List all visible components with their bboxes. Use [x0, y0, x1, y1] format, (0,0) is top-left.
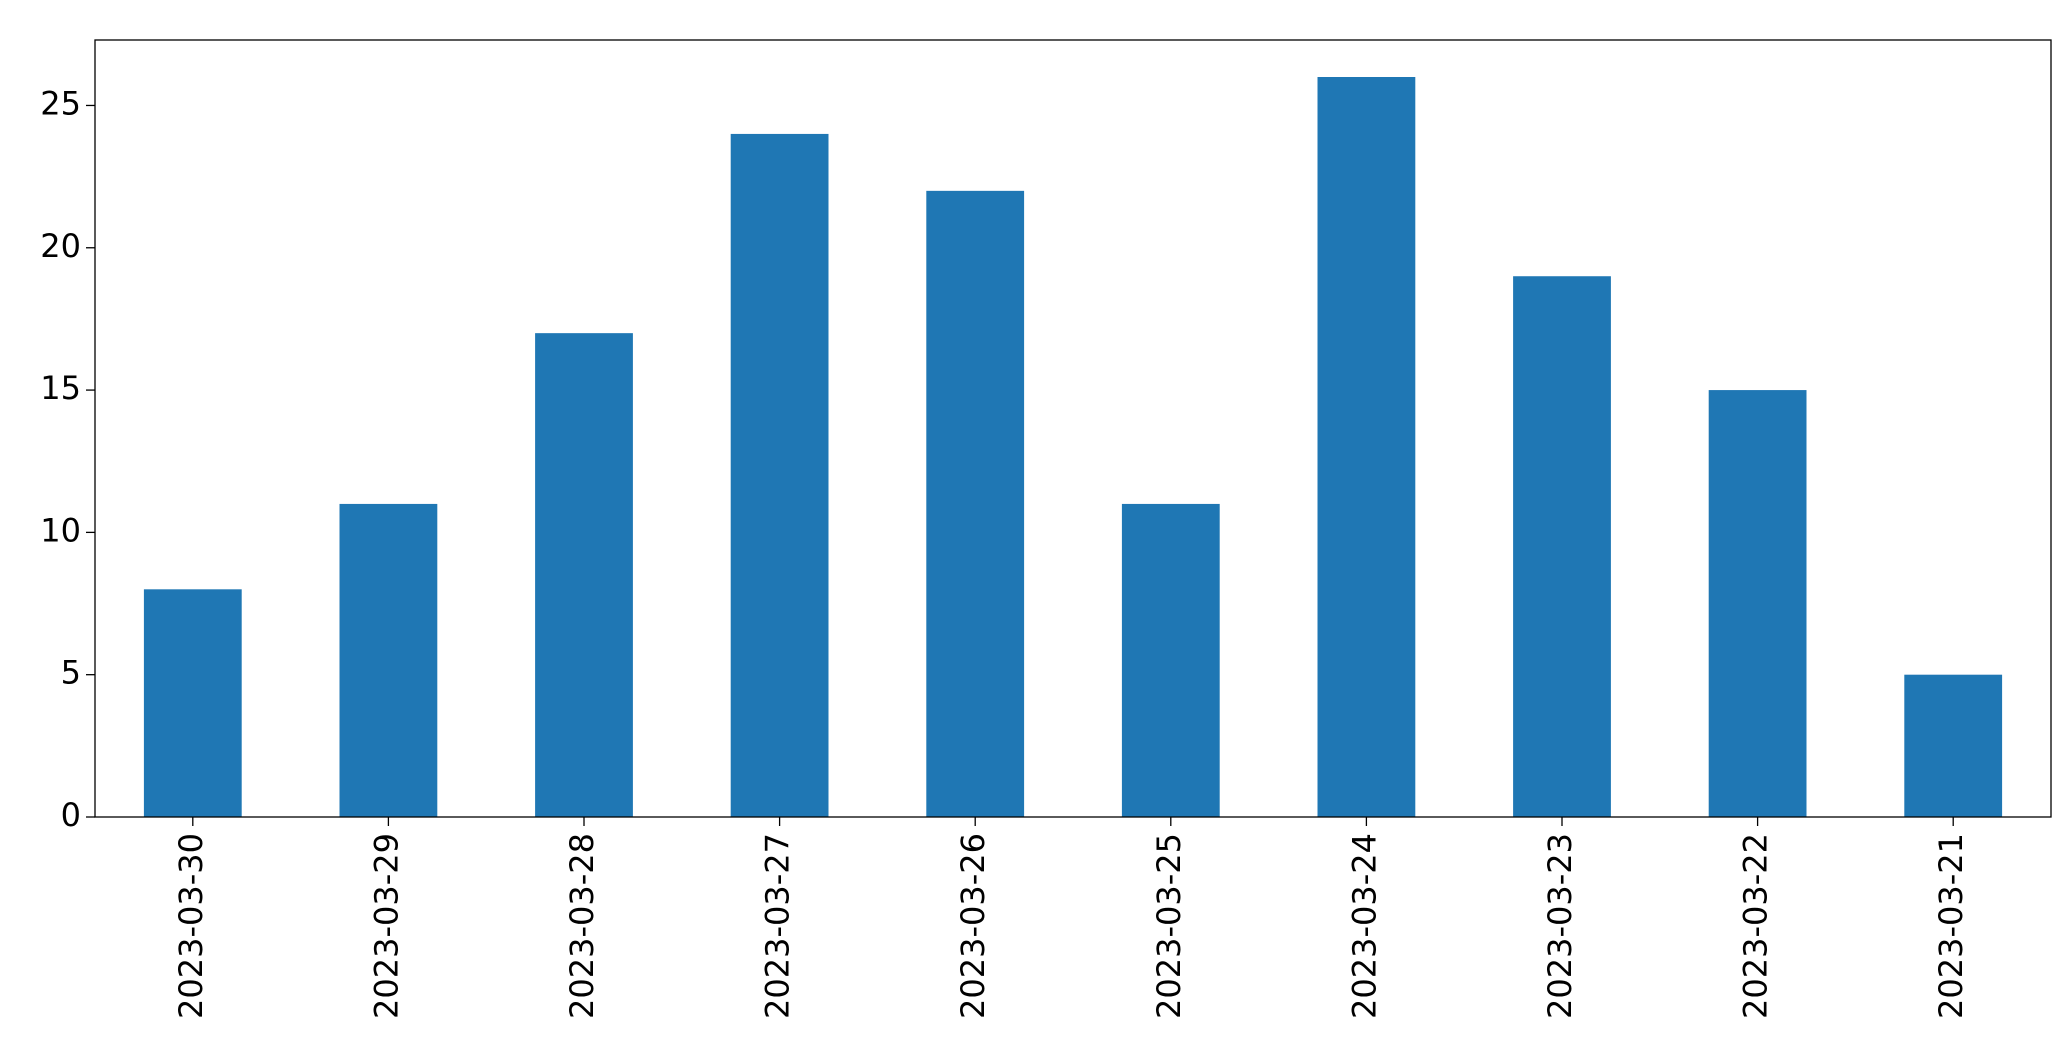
- bar: [339, 503, 438, 817]
- x-tick-label: 2023-03-28: [563, 833, 601, 1019]
- plot-frame: [94, 39, 2052, 818]
- y-tick-label: 20: [40, 227, 81, 265]
- y-tick-label: 0: [61, 796, 81, 834]
- bar: [1317, 77, 1416, 817]
- y-tick-label: 15: [40, 369, 81, 407]
- x-tick-label: 2023-03-27: [759, 833, 797, 1019]
- x-tick-label: 2023-03-24: [1345, 833, 1383, 1019]
- bar: [143, 589, 242, 817]
- y-tick-label: 10: [40, 511, 81, 549]
- bar: [730, 133, 829, 817]
- x-tick-label: 2023-03-23: [1541, 833, 1579, 1019]
- bar: [1121, 503, 1220, 817]
- bar: [1513, 276, 1611, 817]
- x-tick-label: 2023-03-26: [954, 833, 992, 1019]
- x-tick-label: 2023-03-21: [1932, 833, 1970, 1019]
- bar: [1708, 390, 1807, 817]
- bar: [1904, 674, 2003, 817]
- y-tick-label: 25: [40, 84, 81, 122]
- bar: [926, 190, 1025, 817]
- x-tick-label: 2023-03-30: [172, 833, 210, 1019]
- bar: [535, 333, 633, 817]
- x-tick-label: 2023-03-22: [1737, 833, 1775, 1019]
- y-tick-label: 5: [61, 654, 81, 692]
- x-tick-label: 2023-03-29: [367, 833, 405, 1019]
- x-tick-label: 2023-03-25: [1150, 833, 1188, 1019]
